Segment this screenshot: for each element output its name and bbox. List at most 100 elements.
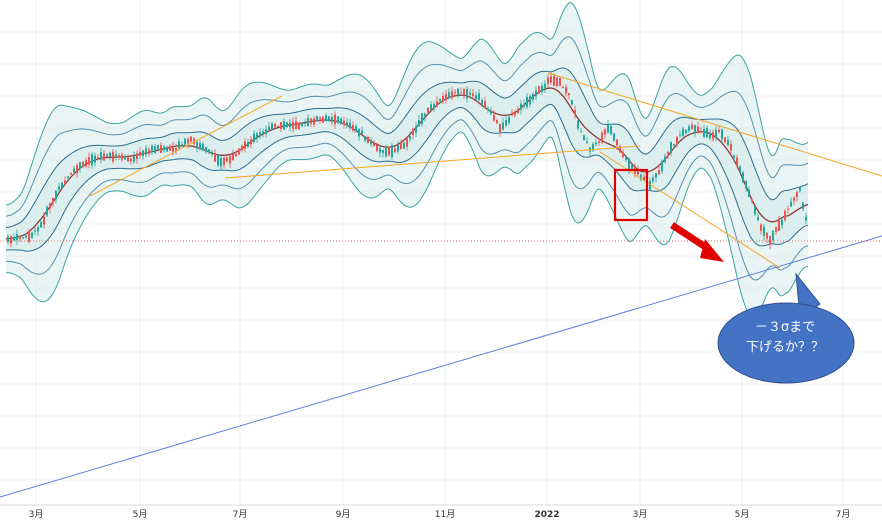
candle-body bbox=[748, 189, 750, 197]
candle-body bbox=[130, 158, 132, 162]
candle-body bbox=[658, 170, 660, 175]
candle-body bbox=[457, 88, 459, 95]
candle-body bbox=[403, 142, 405, 149]
candle-body bbox=[202, 143, 204, 151]
candle-body bbox=[304, 122, 306, 124]
candle-body bbox=[550, 76, 552, 83]
arrow-head bbox=[700, 239, 724, 262]
candle-body bbox=[484, 101, 486, 108]
trendline-rising bbox=[89, 95, 283, 197]
candle-body bbox=[124, 156, 126, 160]
candle-body bbox=[628, 158, 630, 170]
candle-body bbox=[598, 141, 600, 143]
candle-body bbox=[685, 129, 687, 134]
candle-body bbox=[601, 132, 603, 143]
candle-body bbox=[418, 120, 420, 127]
candle-body bbox=[232, 154, 234, 161]
candle-body bbox=[154, 146, 156, 153]
candle-body bbox=[55, 190, 57, 200]
candle-body bbox=[61, 182, 63, 189]
candle-body bbox=[535, 90, 537, 97]
candle-body bbox=[619, 146, 621, 153]
candle-body bbox=[559, 77, 561, 86]
candle-body bbox=[265, 129, 267, 134]
bollinger-bands bbox=[5, 1, 809, 319]
candle-body bbox=[790, 201, 792, 207]
candle-body bbox=[700, 131, 702, 133]
candle-body bbox=[28, 230, 30, 242]
candle-body bbox=[460, 92, 462, 94]
candle-body bbox=[370, 140, 372, 145]
candle-body bbox=[322, 116, 324, 123]
candle-body bbox=[34, 230, 36, 232]
candle-body bbox=[241, 145, 243, 150]
candle-body bbox=[505, 120, 507, 126]
candle-body bbox=[607, 124, 609, 133]
candle-body bbox=[670, 142, 672, 154]
candle-body bbox=[355, 126, 357, 131]
candle-body bbox=[238, 148, 240, 155]
candle-body bbox=[703, 129, 705, 137]
candle-body bbox=[217, 155, 219, 166]
candle-body bbox=[538, 86, 540, 94]
candle-body bbox=[106, 154, 108, 157]
candle-body bbox=[616, 139, 618, 146]
candle-body bbox=[799, 187, 801, 192]
callout-line-2: 下げるか？？ bbox=[745, 340, 824, 355]
candle-body bbox=[349, 122, 351, 128]
candle-body bbox=[178, 141, 180, 149]
candle-body bbox=[121, 154, 123, 160]
candle-body bbox=[802, 202, 804, 209]
candle-body bbox=[568, 93, 570, 96]
candle-body bbox=[361, 130, 363, 135]
candle-body bbox=[235, 153, 237, 157]
candle-body bbox=[220, 158, 222, 167]
candle-body bbox=[553, 76, 555, 86]
candle-body bbox=[43, 216, 45, 225]
candle-body bbox=[88, 157, 90, 165]
candle-body bbox=[346, 122, 348, 127]
candle-body bbox=[184, 138, 186, 145]
candle-body bbox=[52, 198, 54, 202]
candle-body bbox=[715, 129, 717, 138]
candle-body bbox=[157, 145, 159, 150]
candle-body bbox=[769, 236, 771, 245]
candle-body bbox=[280, 122, 282, 129]
candle-body bbox=[541, 85, 543, 92]
candle-body bbox=[772, 230, 774, 241]
candle-body bbox=[775, 227, 777, 232]
candle-body bbox=[31, 232, 33, 238]
candle-body bbox=[745, 181, 747, 189]
candle-body bbox=[229, 156, 231, 164]
candle-body bbox=[277, 125, 279, 127]
candle-body bbox=[133, 155, 135, 162]
candle-body bbox=[679, 134, 681, 136]
candle-body bbox=[718, 129, 720, 132]
candle-body bbox=[664, 156, 666, 162]
candle-body bbox=[298, 122, 300, 130]
candle-body bbox=[529, 96, 531, 105]
candle-body bbox=[562, 87, 564, 88]
candle-body bbox=[556, 77, 558, 87]
candle-body bbox=[511, 113, 513, 116]
x-tick-label: 5月 bbox=[735, 509, 750, 520]
candle-body bbox=[382, 149, 384, 153]
candle-body bbox=[694, 125, 696, 133]
trendline-support-short bbox=[599, 151, 781, 269]
band-fill-inner bbox=[6, 68, 808, 252]
candle-body bbox=[367, 137, 369, 144]
candle-body bbox=[574, 110, 576, 114]
candle-body bbox=[577, 120, 579, 129]
candle-body bbox=[754, 206, 756, 215]
candle-body bbox=[208, 149, 210, 153]
candle-body bbox=[379, 148, 381, 153]
candle-body bbox=[91, 154, 93, 166]
candle-body bbox=[199, 143, 201, 149]
candle-body bbox=[493, 114, 495, 121]
candle-body bbox=[46, 206, 48, 216]
candle-body bbox=[421, 113, 423, 124]
candle-body bbox=[268, 126, 270, 130]
candle-body bbox=[244, 141, 246, 149]
candle-body bbox=[82, 161, 84, 165]
candle-body bbox=[691, 124, 693, 130]
